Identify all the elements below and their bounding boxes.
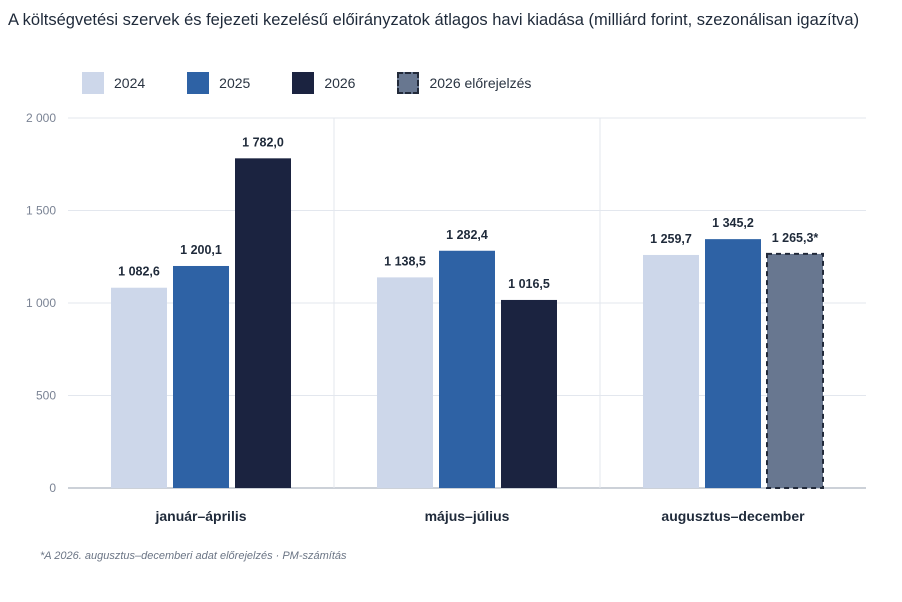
footnote: *A 2026. augusztus–decemberi adat előrej… [40,550,347,562]
y-tick-label: 1 000 [26,296,56,310]
y-tick-label: 500 [36,389,56,403]
y-tick-label: 2 000 [26,111,56,125]
data-label: 1 265,3* [772,231,819,245]
x-category-label: január–április [154,508,246,524]
bar-2026-1 [501,299,557,488]
legend-item-1: 2025 [187,72,250,94]
bar-2026-0 [235,158,291,488]
data-label: 1 200,1 [180,243,222,257]
data-label: 1 082,6 [118,265,160,279]
legend-label: 2024 [114,75,146,91]
bar-2025-1 [439,250,495,488]
legend-swatch [187,72,210,94]
x-category-label: augusztus–december [661,508,805,524]
chart-title: A költségvetési szervek és fejezeti keze… [8,11,860,29]
legend-label: 2026 [324,75,356,91]
x-category-label: május–július [425,508,510,524]
bar-2025-0 [173,265,229,488]
legend-swatch [397,72,420,94]
legend-swatch [292,72,315,94]
data-label: 1 259,7 [650,232,692,246]
legend-label: 2026 előrejelzés [429,75,532,91]
chart-legend: 2024 2025 2026 2026 előrejelzés [82,72,573,94]
legend-item-2: 2026 [292,72,355,94]
legend-swatch [82,72,104,94]
data-label: 1 016,5 [508,277,550,291]
bar-2024-2 [643,254,699,488]
bar-2024-1 [377,277,433,488]
data-label: 1 345,2 [712,216,754,230]
legend-item-3: 2026 előrejelzés [397,72,531,94]
data-label: 1 138,5 [384,254,426,268]
bar-2024-0 [111,287,167,488]
legend-item-0: 2024 [82,72,145,94]
data-label: 1 282,4 [446,228,488,242]
bar-2025-2 [705,239,761,488]
y-tick-label: 1 500 [26,204,56,218]
legend-label: 2025 [219,75,251,91]
y-tick-label: 0 [49,481,56,495]
data-label: 1 782,0 [242,135,284,149]
bar-2026-előrejelzés-2 [766,252,824,489]
